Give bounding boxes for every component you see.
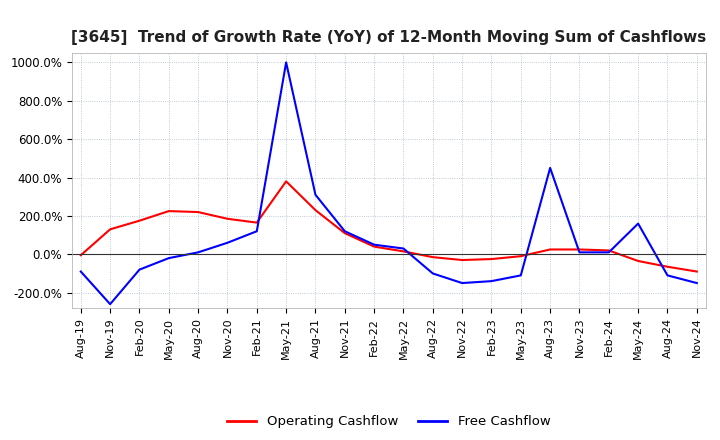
Free Cashflow [428, 271, 437, 276]
Free Cashflow [76, 269, 85, 274]
Free Cashflow [311, 192, 320, 198]
Operating Cashflow [311, 208, 320, 213]
Free Cashflow [458, 280, 467, 286]
Title: [3645]  Trend of Growth Rate (YoY) of 12-Month Moving Sum of Cashflows: [3645] Trend of Growth Rate (YoY) of 12-… [71, 29, 706, 45]
Free Cashflow [194, 250, 202, 255]
Operating Cashflow [546, 247, 554, 252]
Operating Cashflow [106, 227, 114, 232]
Operating Cashflow [223, 216, 232, 221]
Line: Free Cashflow: Free Cashflow [81, 62, 697, 304]
Operating Cashflow [164, 209, 173, 214]
Operating Cashflow [575, 247, 584, 252]
Legend: Operating Cashflow, Free Cashflow: Operating Cashflow, Free Cashflow [222, 410, 556, 433]
Free Cashflow [341, 229, 349, 234]
Free Cashflow [135, 267, 144, 272]
Operating Cashflow [516, 253, 525, 259]
Operating Cashflow [428, 254, 437, 260]
Free Cashflow [164, 256, 173, 261]
Operating Cashflow [399, 249, 408, 254]
Free Cashflow [370, 242, 379, 247]
Operating Cashflow [693, 269, 701, 274]
Free Cashflow [516, 273, 525, 278]
Free Cashflow [634, 221, 642, 226]
Operating Cashflow [634, 258, 642, 264]
Free Cashflow [546, 165, 554, 171]
Operating Cashflow [663, 264, 672, 269]
Operating Cashflow [135, 218, 144, 224]
Operating Cashflow [253, 220, 261, 225]
Operating Cashflow [458, 257, 467, 263]
Operating Cashflow [194, 209, 202, 215]
Free Cashflow [282, 60, 290, 65]
Free Cashflow [223, 240, 232, 246]
Free Cashflow [663, 273, 672, 278]
Free Cashflow [605, 250, 613, 255]
Free Cashflow [575, 250, 584, 255]
Operating Cashflow [605, 248, 613, 253]
Free Cashflow [399, 246, 408, 251]
Operating Cashflow [282, 179, 290, 184]
Free Cashflow [253, 229, 261, 234]
Free Cashflow [487, 279, 496, 284]
Line: Operating Cashflow: Operating Cashflow [81, 181, 697, 271]
Operating Cashflow [76, 253, 85, 258]
Free Cashflow [693, 280, 701, 286]
Operating Cashflow [341, 231, 349, 236]
Operating Cashflow [487, 257, 496, 262]
Operating Cashflow [370, 244, 379, 249]
Free Cashflow [106, 301, 114, 307]
